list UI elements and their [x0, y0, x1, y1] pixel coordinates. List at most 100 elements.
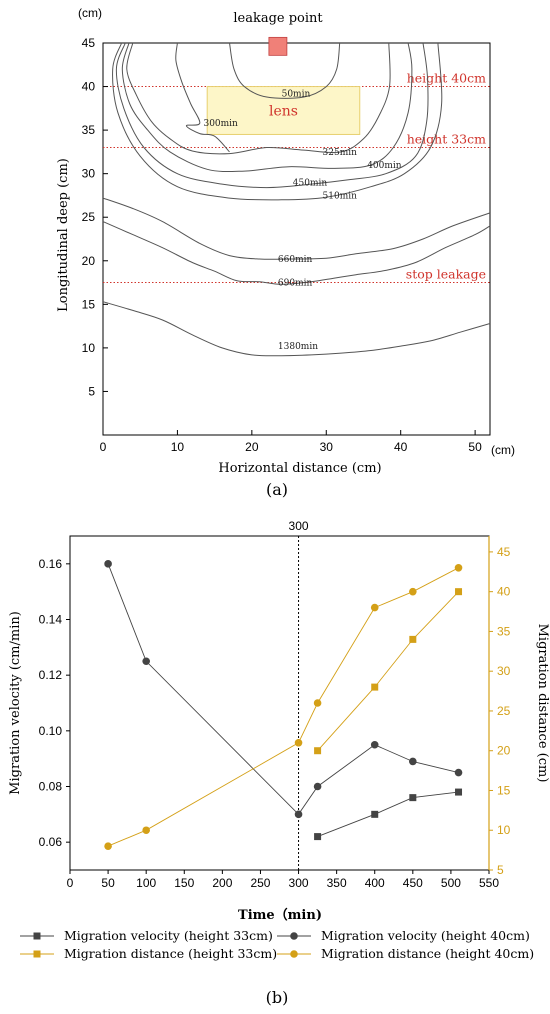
x-tick-label: 250	[250, 876, 270, 890]
lens-region: lens	[206, 86, 361, 135]
y-tick-label: 20	[82, 254, 96, 268]
y-tick-label: 45	[82, 36, 96, 50]
circle-marker	[142, 826, 150, 835]
x-axis-title: Time（min)	[238, 907, 322, 923]
y-axis-ticks: 5 10 15 20 25 30 35 40 45	[82, 36, 108, 398]
x-axis-ticks: 0 50 100 150 200 250 300 350 400 450 500 550	[67, 870, 499, 890]
circle-marker	[454, 564, 463, 572]
y2-tick-label: 45	[497, 545, 511, 559]
contour-label-450min: 450min	[293, 178, 328, 188]
panel-a-label: (a)	[266, 480, 288, 499]
contour-line-400min	[121, 42, 413, 173]
series-line	[317, 591, 459, 752]
circle-marker	[294, 738, 303, 747]
circle-marker	[104, 842, 112, 850]
lens-rect	[206, 86, 361, 135]
y-tick-label: 0.06	[39, 835, 63, 849]
contour-line-300min	[175, 42, 230, 153]
contour-line-50min	[229, 42, 341, 99]
square-marker	[314, 747, 322, 755]
y2-tick-label: 15	[497, 783, 511, 797]
y2-tick-label: 35	[497, 624, 511, 638]
square-marker	[371, 810, 379, 818]
square-marker	[371, 683, 379, 691]
legend-label: Migration distance (height 40cm)	[321, 946, 534, 961]
legend-square-marker	[33, 950, 41, 958]
annotation-lines: height 40cm height 33cm stop leakage	[103, 71, 490, 284]
y2-tick-label: 20	[497, 744, 511, 758]
contour-line-325min	[126, 42, 391, 155]
circle-marker	[142, 657, 150, 666]
x-tick-label: 500	[441, 876, 461, 890]
circle-marker	[370, 603, 379, 612]
x-tick-label: 0	[67, 876, 74, 890]
right-y-axis-title: Migration distance (cm)	[535, 624, 550, 783]
y-axis-title: Longitudinal deep (cm)	[56, 158, 71, 312]
contour-label-510min: 510min	[323, 191, 358, 201]
leak-point-label: leakage point	[233, 11, 323, 26]
y-tick-label: 0.14	[39, 613, 63, 627]
y-tick-label: 0.10	[39, 724, 63, 738]
time-300-marker-label: 300	[289, 519, 309, 533]
contour-label-50min: 50min	[282, 90, 311, 100]
x-tick-label: 100	[136, 876, 156, 890]
panel-b-label: (b)	[266, 988, 289, 1007]
x-tick-label: 350	[327, 876, 347, 890]
y-unit-label: (cm)	[78, 6, 102, 20]
x-tick-label: 50	[468, 440, 482, 454]
circle-marker	[409, 587, 417, 596]
square-marker	[409, 635, 417, 643]
y2-tick-label: 25	[497, 704, 511, 718]
x-tick-label: 0	[100, 440, 107, 454]
annotation-label: stop leakage	[406, 267, 486, 282]
y-tick-label: 15	[82, 297, 96, 311]
square-marker	[455, 788, 463, 796]
series-line	[107, 567, 459, 847]
contour-label-400min: 400min	[367, 161, 402, 171]
y2-tick-label: 5	[497, 863, 504, 877]
legend-label: Migration distance (height 33cm)	[64, 946, 277, 961]
y2-tick-label: 40	[497, 585, 511, 599]
legend-label: Migration velocity (height 33cm)	[64, 928, 273, 943]
x-tick-label: 550	[479, 876, 499, 890]
contour-label-660min: 660min	[278, 255, 313, 265]
x-tick-label: 50	[101, 876, 115, 890]
x-tick-label: 20	[245, 440, 259, 454]
legend: Migration velocity (height 33cm) Migratio…	[20, 928, 534, 961]
migration-plot-frame	[69, 535, 490, 871]
legend-circle-marker	[290, 950, 298, 958]
x-tick-label: 40	[394, 440, 408, 454]
contour-line-1380min	[102, 301, 491, 357]
x-axis-ticks: 0 10 20 30 40 50	[100, 430, 482, 454]
contour-line-510min	[112, 42, 443, 201]
y-tick-label: 30	[82, 167, 96, 181]
annotation-label: height 40cm	[407, 71, 486, 86]
contour-label-1380min: 1380min	[278, 342, 318, 352]
right-y-axis-ticks: 5 10 15 20 25 30 35 40 45	[488, 536, 511, 877]
circle-marker	[313, 782, 322, 791]
x-tick-label: 150	[174, 876, 194, 890]
leak-point-square	[268, 36, 288, 56]
leak-point-marker	[268, 36, 288, 56]
contour-label-325min: 325min	[323, 148, 358, 158]
x-tick-label: 30	[320, 440, 334, 454]
contour-plot-frame	[102, 42, 491, 436]
y-tick-label: 0.12	[39, 668, 63, 682]
migration-panel: 300 0 50 100 150 200 250 300 350 400 450 500 550 0.…	[8, 519, 550, 1007]
contour-lines: 50min 300min 325min 400min 450min 510min 660mi…	[102, 42, 491, 357]
x-tick-label: 300	[289, 876, 309, 890]
contour-label-300min: 300min	[203, 119, 238, 129]
y2-tick-label: 30	[497, 664, 511, 678]
x-tick-label: 400	[365, 876, 385, 890]
annotation-label: height 33cm	[407, 132, 486, 147]
circle-marker	[313, 699, 322, 707]
y-tick-label: 40	[82, 80, 96, 94]
legend-square-marker	[33, 932, 41, 940]
contour-line-690min	[102, 221, 491, 285]
x-tick-label: 450	[403, 876, 423, 890]
y-tick-label: 0.08	[39, 780, 63, 794]
y-tick-label: 25	[82, 210, 96, 224]
x-unit-label: (cm)	[491, 443, 515, 457]
